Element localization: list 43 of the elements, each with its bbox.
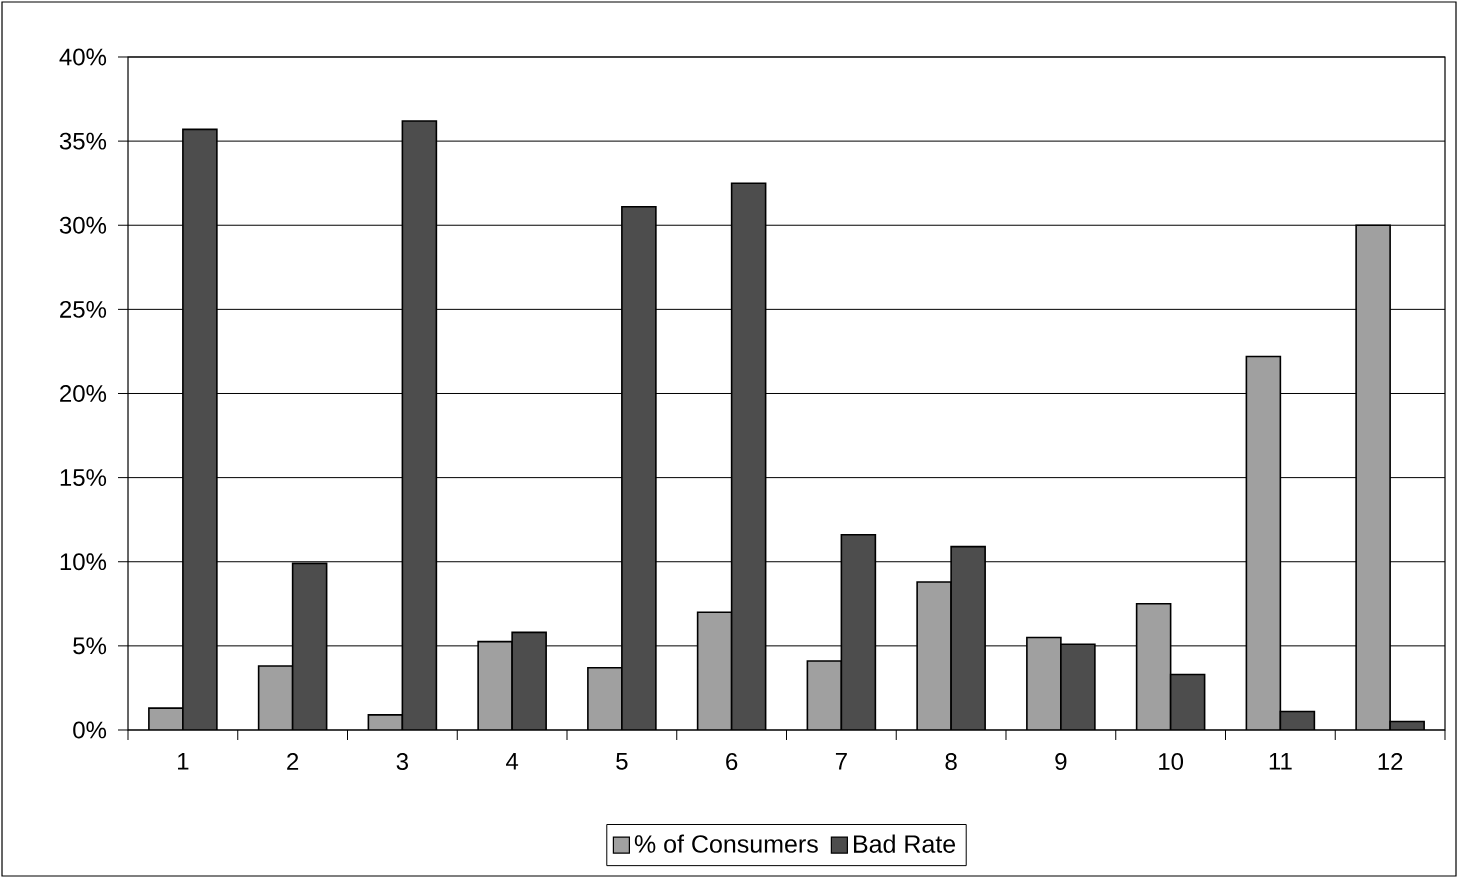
y-tick-label: 25% [60, 300, 107, 318]
y-tick-label: 15% [60, 469, 107, 487]
bar [1246, 356, 1281, 730]
y-tick-label: 10% [60, 553, 107, 571]
x-tick-label: 9 [1055, 753, 1067, 771]
y-tick-label: 30% [59, 216, 107, 234]
x-tick-label: 1 [178, 753, 189, 770]
x-tick-label: 3 [396, 753, 408, 771]
bar [587, 667, 622, 730]
y-tick-label: 5% [73, 637, 107, 655]
bar [292, 563, 327, 730]
bar [402, 120, 437, 730]
x-tick-label: 4 [506, 753, 519, 770]
x-tick-label: 10 [1159, 753, 1184, 771]
y-tick-label: 40% [59, 48, 107, 66]
x-tick-label: 8 [945, 753, 957, 771]
bar [1026, 637, 1061, 730]
bar [731, 183, 766, 730]
bar [1355, 224, 1391, 730]
x-tick-label: 5 [616, 753, 628, 770]
bar [697, 612, 732, 730]
x-tick-label: 7 [835, 753, 847, 770]
y-tick-label: 0% [73, 721, 107, 739]
bar [621, 206, 656, 730]
bar [512, 632, 547, 730]
legend-label: % of Consumers [634, 834, 818, 853]
bar [917, 581, 952, 730]
bar [182, 129, 217, 730]
x-tick-label: 2 [287, 753, 299, 770]
bar [258, 666, 293, 730]
bar [807, 661, 842, 730]
y-tick-label: 35% [59, 132, 107, 150]
y-tick-label: 20% [60, 385, 107, 402]
bar [951, 546, 986, 730]
x-tick-label: 11 [1269, 753, 1292, 770]
bar [1136, 603, 1171, 730]
bar [478, 641, 513, 730]
x-tick-label: 12 [1378, 753, 1403, 770]
x-tick-label: 6 [726, 753, 738, 771]
bar [1170, 674, 1205, 730]
legend-label: Bad Rate [854, 834, 956, 853]
bar [841, 534, 876, 730]
bar [1060, 644, 1095, 730]
